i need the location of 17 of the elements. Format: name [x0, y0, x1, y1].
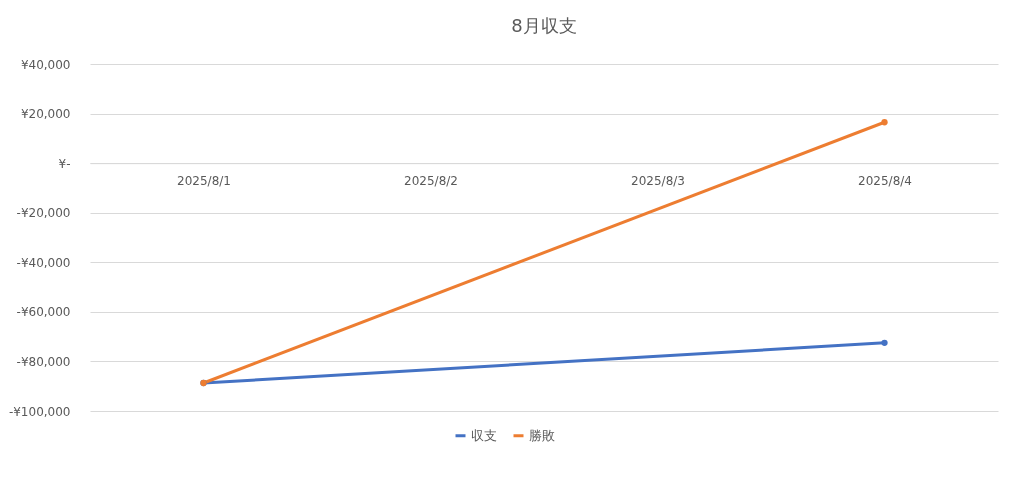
- y-tick-label: ¥20,000: [20, 107, 71, 122]
- x-tick-label: 2025/8/3: [631, 173, 685, 188]
- x-tick-label: 2025/8/1: [177, 173, 231, 188]
- y-tick-label: -¥20,000: [16, 206, 71, 221]
- y-tick-label: -¥60,000: [16, 305, 71, 320]
- x-tick-label: 2025/8/2: [404, 173, 458, 188]
- y-tick-label: -¥80,000: [16, 354, 71, 369]
- point: [881, 119, 888, 126]
- legend-label: 収支: [471, 427, 497, 443]
- point: [881, 339, 888, 346]
- x-tick-label: 2025/8/4: [858, 173, 912, 188]
- y-tick-label: ¥40,000: [20, 57, 71, 72]
- y-tick-label: -¥40,000: [16, 255, 71, 270]
- legend-label: 勝敗: [529, 427, 555, 443]
- y-tick-label: -¥100,000: [8, 404, 71, 419]
- chart-title: 8月収支: [511, 15, 577, 36]
- y-tick-label: ¥-: [58, 156, 71, 171]
